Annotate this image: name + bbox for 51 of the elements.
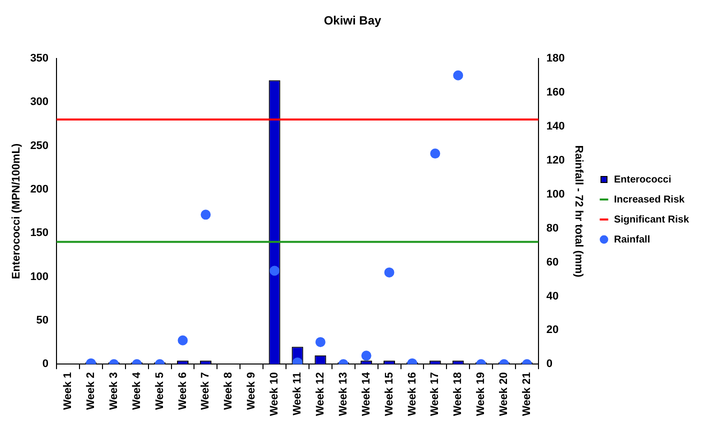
x-tick-label: Week 21 — [520, 372, 533, 416]
y2-tick-label: 100 — [546, 188, 565, 200]
x-tick-label: Week 20 — [498, 372, 510, 416]
y-tick-label: 100 — [30, 270, 49, 283]
y2-tick-label: 20 — [546, 324, 559, 336]
chart-title: Okiwi Bay — [324, 14, 382, 28]
x-tick-label: Week 4 — [130, 371, 143, 410]
y-tick-label: 0 — [42, 358, 49, 370]
x-tick-label: Week 6 — [176, 372, 189, 410]
y2-tick-label: 120 — [546, 154, 565, 166]
x-tick-label: Week 5 — [154, 372, 166, 410]
legend-label: Significant Risk — [614, 214, 690, 226]
point — [453, 70, 464, 80]
legend-label: Rainfall — [614, 234, 650, 246]
y2-tick-label: 0 — [546, 358, 553, 370]
point — [200, 210, 211, 220]
y-tick-label: 150 — [30, 227, 49, 240]
legend-label: Increased Risk — [614, 194, 686, 206]
x-tick-label: Week 18 — [452, 372, 464, 416]
x-tick-label: Week 16 — [406, 372, 418, 416]
x-tick-label: Week 1 — [62, 372, 74, 410]
x-tick-label: Week 11 — [292, 372, 304, 416]
x-tick-label: Week 7 — [200, 372, 212, 410]
x-tick-label: Week 12 — [314, 372, 326, 416]
y2-tick-label: 40 — [546, 290, 559, 302]
y2-tick-label: 60 — [546, 256, 559, 268]
point — [384, 267, 394, 278]
y-tick-label: 300 — [30, 96, 49, 108]
y-tick-label: 250 — [30, 140, 49, 152]
x-tick-label: Week 15 — [383, 372, 396, 416]
x-tick-label: Week 8 — [222, 372, 235, 410]
y2-tick-label: 180 — [546, 52, 565, 64]
x-tick-label: Week 9 — [246, 372, 258, 410]
y2-tick-label: 140 — [546, 120, 565, 132]
y-axis-title: Enterococci (MPN/100mL) — [10, 143, 23, 280]
y2-tick-label: 160 — [546, 86, 565, 98]
x-tick-label: Week 13 — [337, 372, 350, 416]
y2-axis-title: Rainfall - 72 hr total (mm) — [572, 145, 584, 278]
point — [270, 266, 280, 276]
y2-tick-label: 80 — [546, 222, 559, 234]
point — [430, 148, 440, 159]
x-tick-label: Week 19 — [475, 372, 488, 416]
y-tick-label: 200 — [30, 183, 49, 196]
x-tick-label: Week 2 — [85, 372, 98, 410]
x-tick-label: Week 10 — [268, 372, 281, 416]
y-tick-label: 350 — [30, 52, 49, 64]
x-tick-label: Week 3 — [108, 372, 120, 410]
x-tick-label: Week 14 — [360, 371, 372, 416]
legend-label: Enterococci — [614, 174, 672, 186]
y-tick-label: 50 — [36, 314, 49, 327]
x-tick-label: Week 17 — [429, 372, 442, 416]
